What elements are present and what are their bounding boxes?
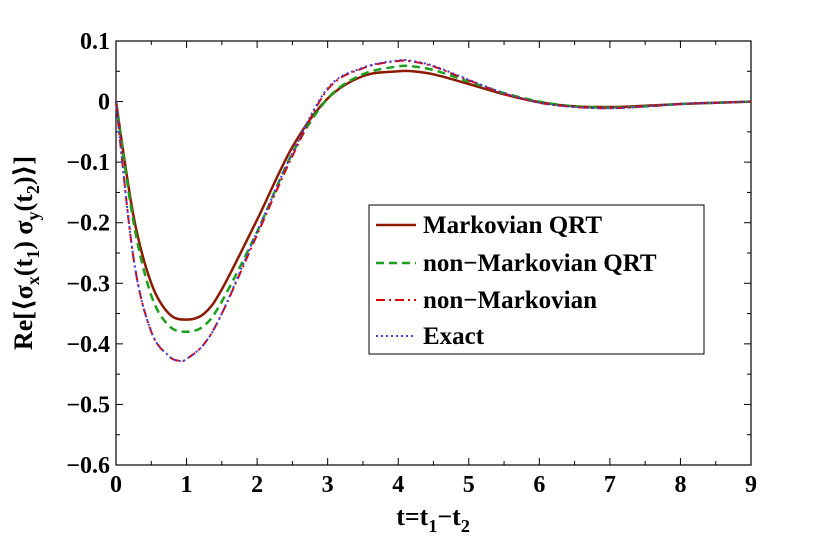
legend-label-non-markovian: non−Markovian: [423, 287, 597, 314]
x-tick-label: 5: [463, 472, 475, 498]
legend-label-exact: Exact: [423, 323, 485, 350]
x-tick-label: 4: [392, 472, 404, 498]
line-chart: 0 1 2 3 4 5 6 7 8 90.10−0.1−0.2−0.3−0.4−0.5−0.6 R…: [0, 0, 830, 541]
y-tick-label: −0.2: [66, 211, 110, 237]
legend-label-non-markovian-qrt: non−Markovian QRT: [423, 250, 657, 277]
y-tick-label: −0.3: [66, 271, 110, 297]
y-tick-label: 0: [98, 90, 110, 116]
x-tick-label: 8: [674, 472, 686, 498]
x-tick-label: 9: [745, 472, 757, 498]
y-tick-label: −0.6: [66, 453, 110, 479]
legend: Markovian QRT non−Markovian QRT non−Mark…: [369, 205, 704, 354]
x-tick-label: 3: [322, 472, 334, 498]
x-tick-label: 1: [181, 472, 193, 498]
y-tick-label: −0.5: [66, 392, 110, 418]
x-tick-label: 2: [251, 472, 263, 498]
x-tick-label: 6: [533, 472, 545, 498]
y-tick-label: −0.1: [66, 150, 110, 176]
y-tick-label: −0.4: [66, 332, 110, 358]
x-tick-label: 0: [110, 472, 122, 498]
legend-label-markovian-qrt: Markovian QRT: [423, 212, 602, 239]
y-tick-label: 0.1: [80, 29, 110, 55]
x-tick-label: 7: [604, 472, 616, 498]
